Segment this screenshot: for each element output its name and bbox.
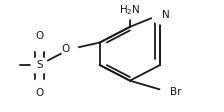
Text: O: O [35,88,43,98]
Text: Br: Br [170,87,182,97]
Text: O: O [61,44,69,54]
Text: H$_2$N: H$_2$N [119,3,141,17]
Text: O: O [35,31,43,41]
Text: N: N [162,10,170,20]
Text: S: S [36,60,43,70]
